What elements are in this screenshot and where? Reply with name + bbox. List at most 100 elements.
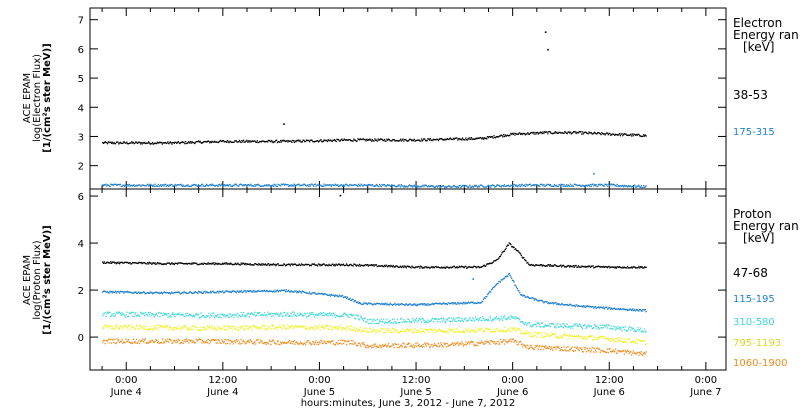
- data-point: [143, 185, 146, 187]
- data-point: [454, 267, 456, 269]
- data-point: [156, 142, 158, 145]
- data-point: [395, 139, 398, 142]
- data-point: [232, 325, 234, 328]
- data-point: [298, 325, 300, 328]
- data-point: [115, 342, 118, 344]
- data-point: [480, 137, 482, 139]
- data-point: [641, 340, 643, 342]
- data-point: [465, 265, 467, 268]
- data-point: [313, 292, 316, 294]
- data-point: [259, 339, 262, 341]
- data-point: [317, 314, 320, 316]
- data-point: [318, 324, 320, 327]
- data-point: [628, 309, 630, 311]
- data-point: [186, 292, 188, 294]
- data-point: [349, 313, 351, 316]
- data-point: [260, 290, 262, 292]
- data-point: [560, 132, 563, 134]
- data-point: [558, 347, 560, 350]
- data-point: [618, 184, 620, 187]
- data-point: [344, 296, 346, 299]
- data-point: [230, 291, 233, 294]
- data-point: [199, 140, 201, 142]
- data-point: [279, 326, 282, 328]
- data-point: [244, 184, 246, 186]
- data-point: [193, 141, 195, 144]
- data-point: [606, 337, 609, 340]
- data-point: [139, 184, 141, 186]
- data-point: [363, 344, 366, 346]
- data-point: [540, 183, 542, 186]
- data-point: [114, 291, 116, 294]
- data-point: [581, 185, 583, 187]
- data-point: [136, 292, 138, 294]
- data-point: [528, 133, 531, 135]
- data-point: [540, 336, 542, 338]
- data-point: [176, 291, 178, 294]
- data-point: [598, 336, 601, 338]
- data-point: [592, 133, 594, 135]
- data-point: [234, 183, 236, 185]
- data-point: [472, 301, 474, 303]
- data-point: [223, 341, 225, 343]
- data-point: [417, 303, 419, 306]
- data-point: [569, 131, 572, 133]
- data-point: [254, 311, 256, 314]
- data-point: [249, 263, 251, 265]
- data-point: [176, 313, 178, 316]
- data-point: [227, 141, 229, 143]
- data-point: [213, 327, 215, 329]
- data-point: [120, 341, 122, 343]
- data-point: [236, 141, 238, 143]
- data-point: [338, 294, 341, 296]
- data-point: [423, 345, 425, 348]
- data-point: [298, 263, 300, 265]
- data-point: [315, 293, 317, 296]
- data-point: [113, 312, 115, 315]
- data-point: [621, 350, 623, 352]
- data-point: [456, 137, 458, 139]
- data-point: [150, 184, 152, 186]
- data-point: [525, 323, 527, 325]
- data-point: [300, 313, 302, 316]
- data-point: [300, 342, 303, 344]
- data-point: [536, 336, 538, 338]
- data-point: [139, 185, 142, 187]
- data-point: [630, 350, 632, 353]
- data-point: [572, 349, 574, 352]
- data-point: [515, 316, 517, 318]
- data-point: [545, 301, 547, 303]
- data-point: [238, 183, 241, 186]
- data-point: [499, 330, 502, 332]
- data-point: [218, 339, 220, 341]
- data-point: [232, 141, 234, 144]
- data-point: [198, 141, 200, 143]
- data-point: [251, 313, 254, 315]
- data-point: [105, 183, 107, 185]
- data-point: [314, 328, 316, 331]
- data-point: [530, 132, 532, 134]
- data-point: [215, 263, 217, 265]
- data-point: [430, 266, 432, 268]
- data-point: [189, 314, 192, 316]
- data-point: [610, 325, 613, 327]
- data-point: [160, 325, 162, 327]
- data-point: [279, 324, 281, 326]
- data-point: [373, 303, 375, 305]
- electron-legend-energy: Energy ran: [733, 28, 799, 42]
- data-point: [495, 283, 498, 286]
- data-point: [583, 324, 585, 327]
- data-point: [360, 331, 362, 333]
- data-point: [346, 326, 349, 328]
- data-point: [599, 336, 601, 338]
- data-point: [351, 298, 353, 300]
- data-point: [314, 183, 316, 185]
- data-point: [390, 185, 392, 188]
- data-point: [589, 306, 591, 308]
- data-point: [460, 343, 462, 345]
- data-point: [600, 306, 602, 308]
- data-point: [184, 142, 186, 145]
- data-point: [552, 303, 555, 305]
- data-point: [626, 265, 629, 268]
- data-point: [111, 339, 114, 341]
